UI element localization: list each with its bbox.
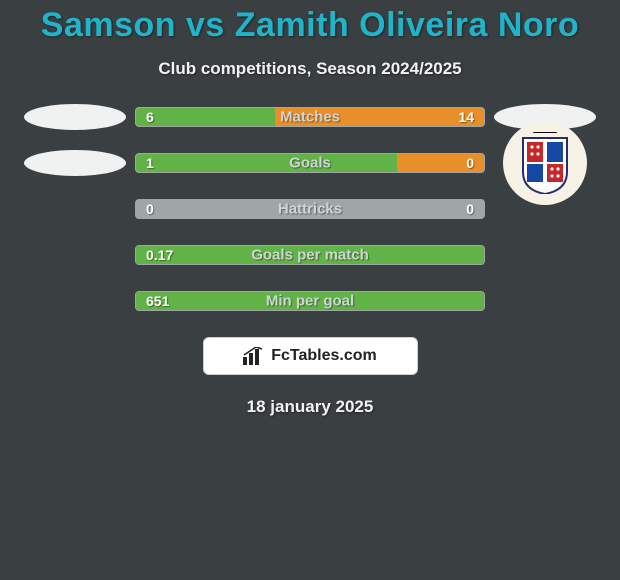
left-badge-slot	[15, 104, 135, 130]
stat-rows: 6 Matches 14 1 Goals 0	[0, 107, 620, 311]
stat-bar: 0 Hattricks 0	[135, 199, 485, 219]
val-right: 14	[458, 109, 474, 125]
player-badge-placeholder	[24, 104, 126, 130]
bar-left	[136, 108, 275, 126]
date-text: 18 january 2025	[0, 397, 620, 417]
subtitle: Club competitions, Season 2024/2025	[0, 59, 620, 79]
right-badge-slot	[485, 121, 605, 205]
stat-label: Min per goal	[266, 293, 354, 310]
comparison-card: Samson vs Zamith Oliveira Noro Club comp…	[0, 0, 620, 580]
stat-row-goals: 1 Goals 0	[0, 153, 620, 173]
brand-badge: FcTables.com	[203, 337, 418, 375]
stat-label: Hattricks	[278, 201, 342, 218]
player-badge-placeholder	[24, 150, 126, 176]
stat-label: Goals	[289, 155, 331, 172]
stat-row-hattricks: 0 Hattricks 0	[0, 199, 620, 219]
left-badge-slot	[15, 150, 135, 176]
val-left: 0	[146, 201, 154, 217]
stat-label: Goals per match	[251, 247, 369, 264]
stat-label: Matches	[280, 109, 340, 126]
val-left: 6	[146, 109, 154, 125]
bar-left	[136, 154, 397, 172]
stat-row-gpm: 0.17 Goals per match	[0, 245, 620, 265]
title: Samson vs Zamith Oliveira Noro	[0, 0, 620, 45]
stat-bar: 1 Goals 0	[135, 153, 485, 173]
val-right: 0	[466, 155, 474, 171]
val-left: 0.17	[146, 247, 173, 263]
val-left: 1	[146, 155, 154, 171]
chart-icon	[243, 347, 265, 365]
stat-row-mpg: 651 Min per goal	[0, 291, 620, 311]
club-badge	[503, 121, 587, 205]
stat-bar: 0.17 Goals per match	[135, 245, 485, 265]
club-crest-icon	[519, 132, 571, 194]
stat-bar: 6 Matches 14	[135, 107, 485, 127]
val-left: 651	[146, 293, 169, 309]
stat-bar: 651 Min per goal	[135, 291, 485, 311]
val-right: 0	[466, 201, 474, 217]
brand-text: FcTables.com	[271, 347, 377, 365]
